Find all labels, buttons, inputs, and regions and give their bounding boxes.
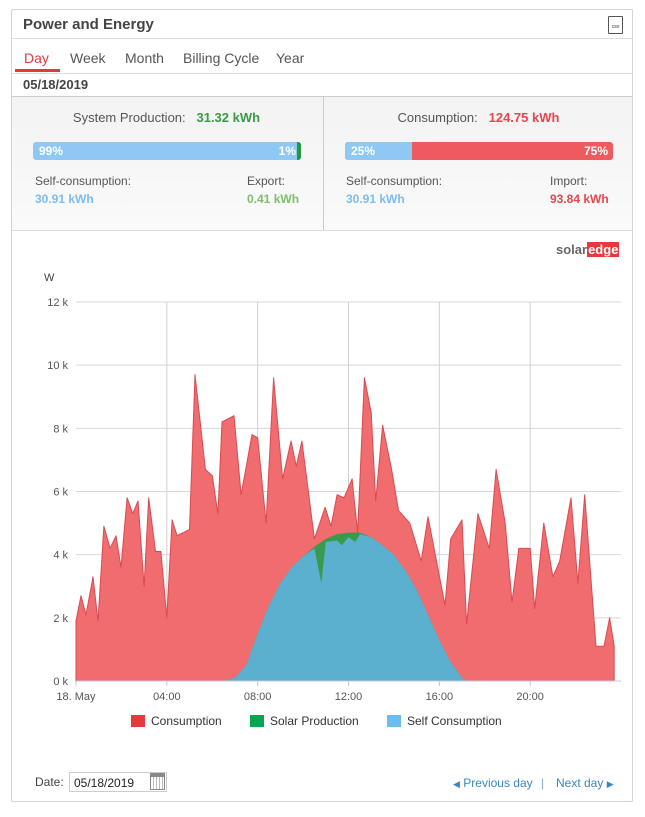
import-percent: 75% — [583, 144, 608, 158]
tab-month[interactable]: Month — [125, 50, 164, 66]
production-bar: 99% 1% — [33, 142, 301, 160]
date-label: Date: — [35, 775, 64, 789]
panel-header: Power and Energy csv — [12, 10, 632, 39]
consumption-area — [75, 374, 615, 682]
next-day-label: Next day — [556, 776, 604, 790]
consumption-summary: Consumption: 124.75 kWh 25% 75% Self-con… — [323, 97, 633, 230]
x-tick-label: 04:00 — [153, 691, 181, 703]
tab-billing-cycle[interactable]: Billing Cycle — [183, 50, 260, 66]
y-tick-label: 4 k — [53, 550, 68, 562]
production-self-value: 30.91 kWh — [35, 192, 94, 206]
consumption-self-percent: 25% — [351, 144, 376, 158]
self-consumption-bar-fill — [345, 142, 412, 160]
previous-day-link[interactable]: ◀ Previous day — [453, 776, 533, 790]
import-value: 93.84 kWh — [550, 192, 609, 206]
consumption-self-label: Self-consumption: — [346, 174, 443, 188]
active-tab-indicator — [15, 69, 60, 72]
logo-text-solar: solar — [556, 242, 588, 257]
consumption-label: Consumption: — [397, 110, 478, 125]
solaredge-logo: solaredge — [556, 242, 620, 257]
consumption-value: 124.75 kWh — [488, 110, 560, 125]
legend-self-consumption[interactable]: Self Consumption — [387, 714, 502, 728]
solar-production-swatch — [250, 715, 264, 727]
consumption-heading: Consumption: 124.75 kWh — [324, 110, 633, 125]
production-value: 31.32 kWh — [196, 110, 261, 125]
consumption-bar: 25% 75% — [345, 142, 613, 160]
logo-text-edge: edge — [587, 242, 620, 257]
export-bar-fill — [297, 142, 301, 160]
previous-day-label: Previous day — [463, 776, 533, 790]
csv-file-icon[interactable]: csv — [608, 16, 623, 34]
y-tick-label: 0 k — [53, 676, 68, 688]
x-tick-label: 18. May — [56, 691, 96, 703]
y-tick-label: 8 k — [53, 423, 68, 435]
x-tick-label: 16:00 — [426, 691, 454, 703]
production-self-label: Self-consumption: — [35, 174, 132, 188]
export-label: Export: — [247, 174, 286, 188]
x-tick-label: 08:00 — [244, 691, 272, 703]
tab-week[interactable]: Week — [70, 50, 106, 66]
export-value: 0.41 kWh — [247, 192, 300, 206]
production-summary: System Production: 31.32 kWh 99% 1% Self… — [12, 97, 321, 230]
production-self-percent: 99% — [39, 144, 64, 158]
legend-label: Consumption — [151, 714, 222, 728]
nav-separator: | — [541, 776, 545, 790]
production-label: System Production: — [72, 110, 186, 125]
tab-year[interactable]: Year — [276, 50, 305, 66]
y-tick-label: 2 k — [53, 613, 68, 625]
date-input[interactable]: 05/18/2019 — [69, 772, 167, 792]
calendar-icon[interactable] — [150, 773, 165, 790]
import-label: Import: — [550, 174, 588, 188]
y-tick-label: 12 k — [47, 297, 68, 309]
legend-label: Self Consumption — [407, 714, 502, 728]
legend-label: Solar Production — [270, 714, 359, 728]
consumption-swatch — [131, 715, 145, 727]
production-heading: System Production: 31.32 kWh — [12, 110, 321, 125]
x-tick-label: 20:00 — [516, 691, 544, 703]
consumption-self-value: 30.91 kWh — [346, 192, 405, 206]
next-day-link[interactable]: Next day ▶ — [556, 776, 614, 790]
panel-title: Power and Energy — [23, 16, 154, 33]
self-consumption-area — [223, 534, 467, 681]
caret-left-icon: ◀ — [453, 779, 460, 789]
caret-right-icon: ▶ — [606, 779, 614, 789]
y-tick-label: 6 k — [53, 487, 68, 499]
selected-date: 05/18/2019 — [12, 74, 632, 97]
y-axis-label: W — [44, 272, 55, 284]
y-tick-label: 10 k — [47, 360, 68, 372]
legend-consumption[interactable]: Consumption — [131, 714, 222, 728]
period-tabs: Day Week Month Billing Cycle Year — [12, 39, 632, 74]
tab-day[interactable]: Day — [24, 50, 49, 66]
x-tick-label: 12:00 — [335, 691, 363, 703]
energy-summary: System Production: 31.32 kWh 99% 1% Self… — [12, 97, 632, 231]
self-consumption-swatch — [387, 715, 401, 727]
production-export-percent: 1% — [278, 144, 296, 158]
legend-solar-production[interactable]: Solar Production — [250, 714, 359, 728]
